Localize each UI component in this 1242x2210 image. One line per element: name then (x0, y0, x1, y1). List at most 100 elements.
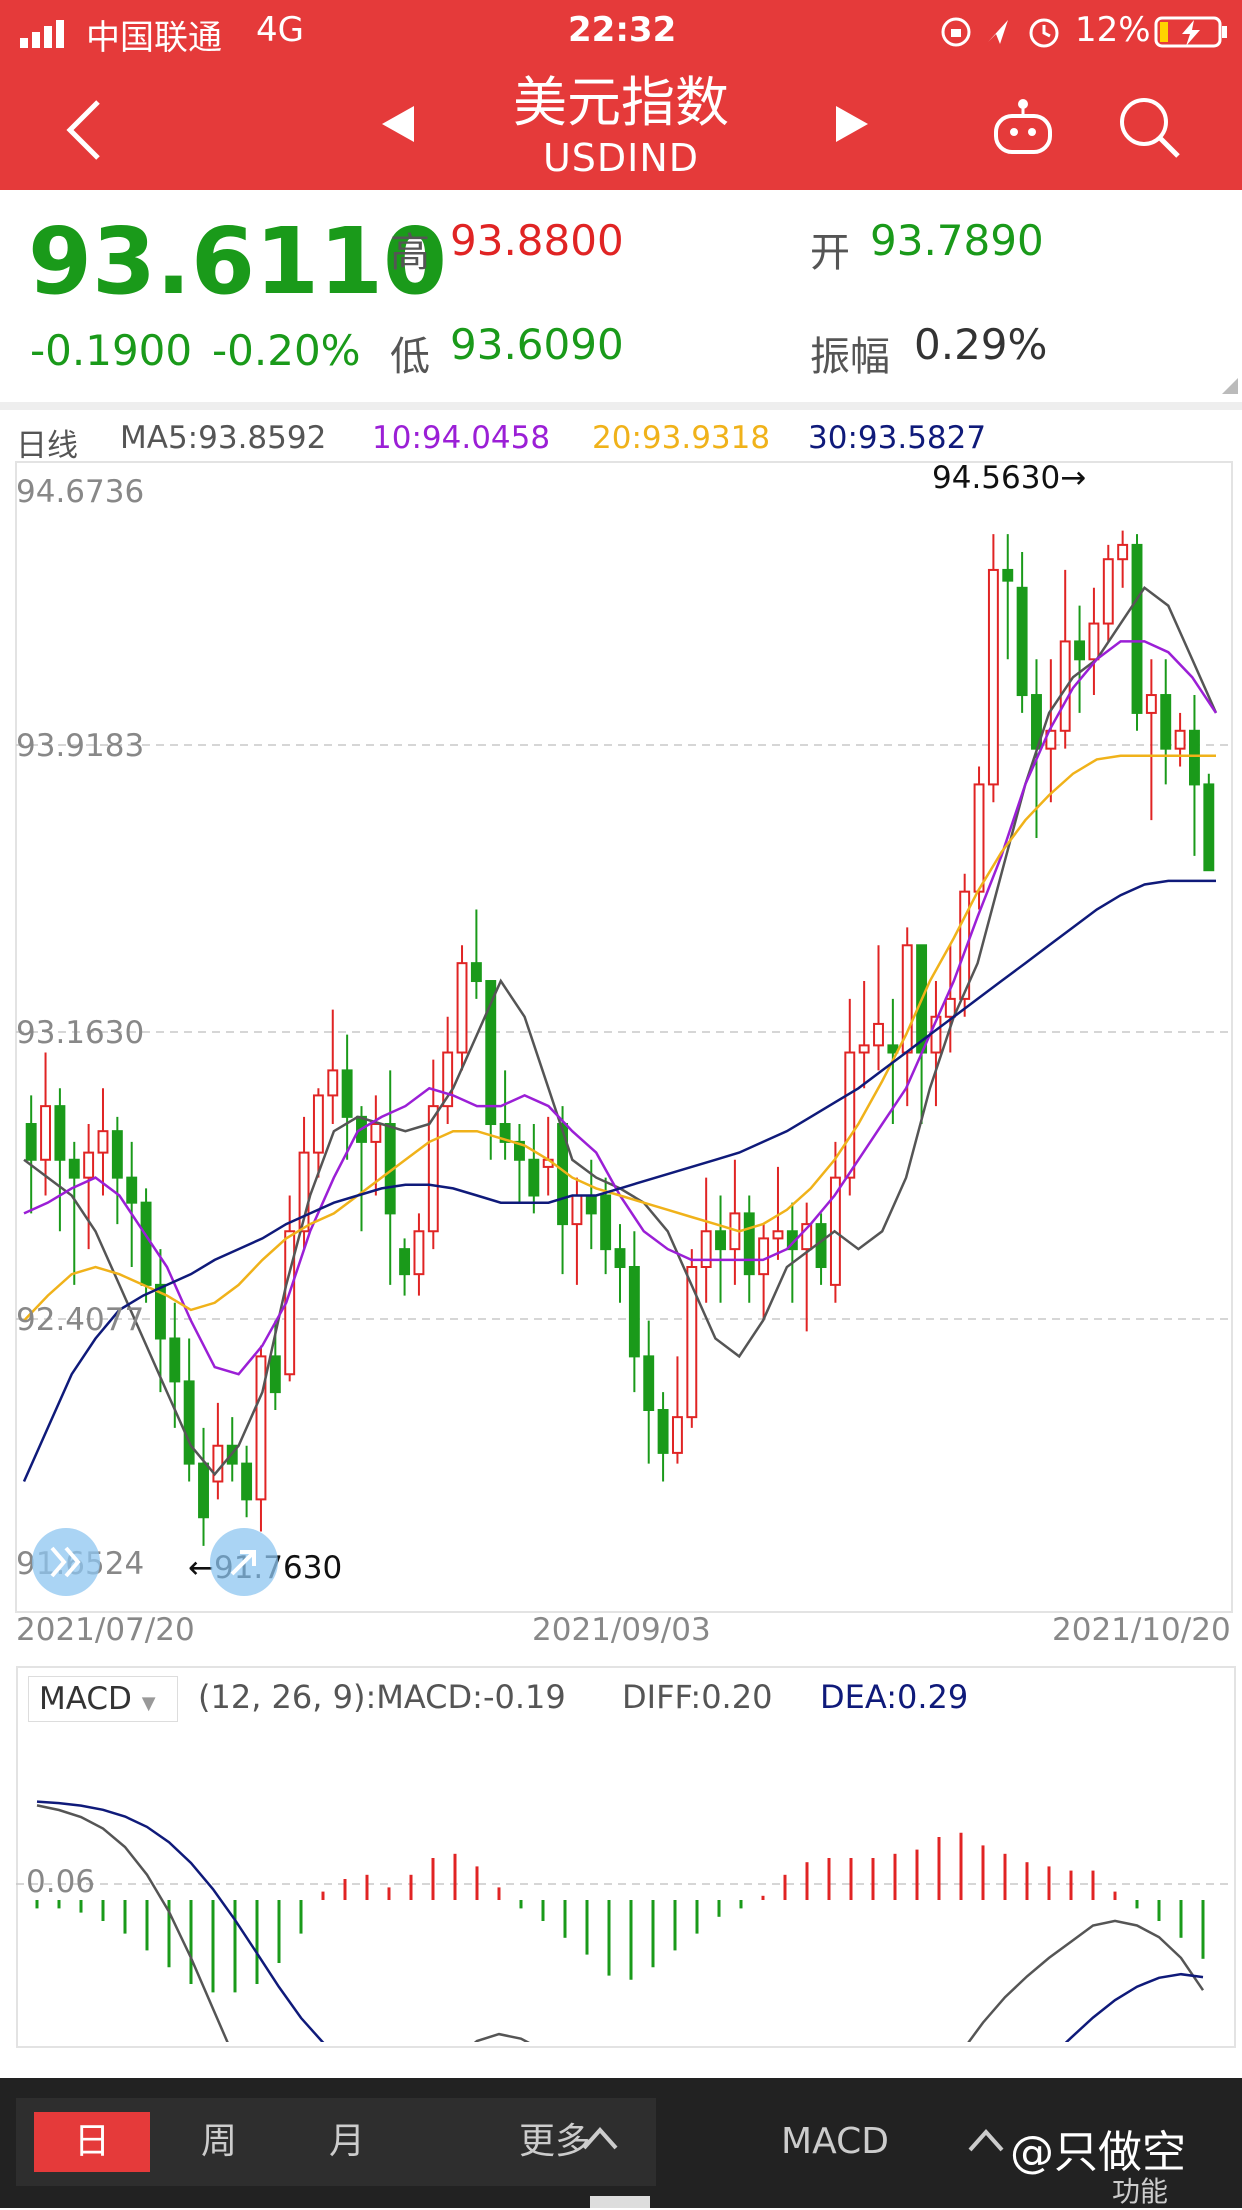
candle (255, 1345, 267, 1532)
price-change: -0.1900 (30, 326, 193, 375)
tab-more[interactable]: 更多 (518, 2121, 591, 2162)
candle (499, 1070, 511, 1160)
double-arrow-icon[interactable] (32, 1528, 100, 1596)
candle (68, 1141, 80, 1285)
ma20-value: 20:93.9318 (592, 420, 771, 456)
symbol-code: USDIND (542, 136, 700, 180)
candle (442, 1016, 454, 1125)
candle (657, 1392, 669, 1482)
candle (930, 981, 942, 1107)
macd-diff: DIFF:0.20 (622, 1678, 773, 1716)
y-label-4: 92.4077 (16, 1302, 144, 1338)
candle (628, 1231, 640, 1393)
divider (0, 402, 1242, 410)
candles (25, 530, 1215, 1546)
candle (686, 1249, 698, 1428)
date-end: 2021/10/20 (1052, 1612, 1231, 1648)
y-label-2: 93.9183 (16, 728, 144, 764)
macd-chart[interactable]: 0.06 (0, 1720, 1242, 2042)
candle (671, 1356, 683, 1464)
candle (1189, 695, 1200, 856)
candle (987, 534, 999, 803)
chevron-up-icon-2[interactable] (966, 2124, 1006, 2158)
price-change-pct: -0.20% (212, 326, 361, 375)
candle (83, 1124, 95, 1250)
robot-icon[interactable] (990, 96, 1056, 156)
open-label: 开 (810, 230, 850, 276)
macd-panel (16, 1666, 1236, 2048)
status-icons (938, 14, 1068, 50)
candle (772, 1166, 784, 1260)
quote-panel: 93.6110 -0.1900 -0.20% 高 93.8800 低 93.60… (0, 190, 1242, 405)
candle (571, 1177, 583, 1285)
candle (916, 944, 928, 1125)
carrier-label: 中国联通 (86, 18, 222, 58)
price-chart[interactable]: 94.6736 93.9183 93.1630 92.4077 91.6524 … (0, 460, 1242, 1620)
candle (312, 1088, 324, 1178)
ma-line-ma20 (23, 754, 1216, 1322)
candle (183, 1338, 195, 1482)
ma30-value: 30:93.5827 (808, 420, 987, 456)
candle (1160, 659, 1172, 785)
candle (198, 1427, 209, 1546)
candle (700, 1177, 712, 1303)
candle (542, 1116, 554, 1196)
amplitude-label: 振幅 (810, 334, 890, 380)
candle (413, 1213, 425, 1296)
function-label[interactable]: 功能 (1112, 2175, 1169, 2208)
battery-icon (1154, 14, 1230, 50)
collapse-arrow-icon[interactable] (210, 1528, 278, 1596)
indicator-dropdown[interactable]: MACD ▼ (28, 1676, 178, 1722)
candle (643, 1320, 655, 1464)
candle (1002, 534, 1014, 660)
tab-day[interactable]: 日 (34, 2112, 150, 2172)
signal-icon (20, 20, 72, 48)
period-label[interactable]: 日线 (16, 428, 78, 464)
candle (212, 1402, 224, 1500)
chevron-up-icon[interactable] (580, 2122, 620, 2156)
network-label: 4G (256, 10, 304, 50)
ma-legend: 日线 MA5:93.8592 10:94.0458 20:93.9318 30:… (0, 410, 1242, 466)
macd-diff-line (36, 1804, 1205, 2042)
prev-symbol-button[interactable] (376, 102, 420, 146)
tab-week[interactable]: 周 (200, 2121, 237, 2162)
open-value: 93.7890 (870, 216, 1044, 265)
tab-month[interactable]: 月 (328, 2121, 365, 2162)
ma5-value: MA5:93.8592 (120, 420, 327, 456)
candle (470, 909, 482, 999)
max-marker: 94.5630→ (932, 460, 1086, 496)
candle (1059, 569, 1071, 749)
app-header: 中国联通 4G 22:32 12% 美元指数 USDIND (0, 0, 1242, 190)
candle (25, 1095, 37, 1214)
low-value: 93.6090 (450, 320, 624, 369)
candle (97, 1088, 109, 1196)
candle (514, 1124, 525, 1203)
candle (844, 998, 856, 1196)
date-start: 2021/07/20 (16, 1612, 195, 1648)
chevron-down-icon: ▼ (141, 1693, 156, 1714)
candle (829, 1141, 841, 1303)
macd-dea: DEA:0.29 (820, 1678, 969, 1716)
back-button[interactable] (56, 94, 116, 164)
candle (729, 1159, 741, 1285)
search-icon[interactable] (1118, 96, 1184, 162)
candle (1174, 712, 1186, 767)
amplitude-value: 0.29% (914, 320, 1048, 369)
watermark: @只做空 (1010, 2127, 1186, 2178)
candle (801, 1202, 813, 1332)
bottom-toolbar: 日 周 月 更多 MACD @只做空 功能 (0, 2078, 1242, 2208)
date-mid: 2021/09/03 (532, 1612, 711, 1648)
candle (743, 1195, 755, 1303)
expand-corner-icon[interactable] (1222, 378, 1238, 394)
moving-averages (22, 586, 1218, 1483)
next-symbol-button[interactable] (830, 102, 874, 146)
indicator-tab[interactable]: MACD (781, 2121, 889, 2162)
high-value: 93.8800 (450, 216, 624, 265)
candle (528, 1124, 540, 1214)
battery-label: 12% (1075, 10, 1151, 50)
candle (40, 1052, 51, 1196)
candle (715, 1195, 726, 1303)
candle (1145, 659, 1157, 821)
candle (384, 1070, 396, 1285)
candle (399, 1238, 411, 1296)
